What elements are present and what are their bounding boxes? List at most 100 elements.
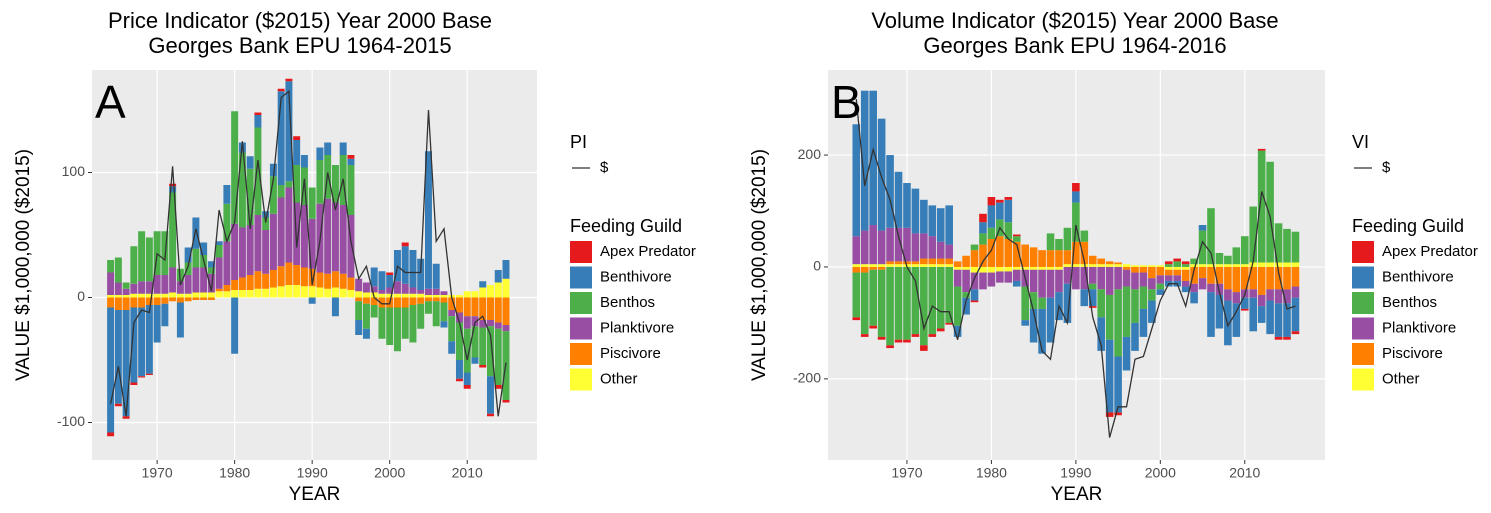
bar	[1072, 241, 1080, 265]
x-tick-label: 1990	[1060, 465, 1091, 481]
y-tick-label: 0	[813, 258, 821, 274]
bar	[138, 293, 146, 298]
bar	[324, 273, 332, 289]
bar	[138, 281, 146, 294]
bar	[254, 112, 262, 115]
bar	[962, 297, 970, 315]
bar	[1173, 275, 1182, 281]
bar	[1021, 266, 1029, 270]
bar	[903, 339, 911, 343]
bar	[1207, 266, 1215, 284]
bar	[962, 269, 970, 293]
bar	[1055, 250, 1063, 267]
bar	[300, 267, 308, 287]
bar	[455, 297, 463, 313]
bar	[1283, 228, 1291, 263]
bar	[331, 297, 339, 317]
bar	[860, 90, 869, 231]
bar	[1029, 292, 1038, 309]
bar	[370, 297, 378, 305]
bar	[231, 297, 239, 354]
bar	[1004, 238, 1013, 267]
bar	[1190, 264, 1198, 267]
chart-subtitle: Georges Bank EPU 1964-2016	[923, 33, 1226, 58]
bar	[1173, 266, 1182, 270]
bar	[362, 297, 370, 304]
bar	[996, 236, 1004, 267]
bar	[370, 267, 378, 287]
bar	[979, 266, 987, 273]
bar	[122, 416, 130, 419]
bar	[987, 227, 996, 239]
bar	[1038, 308, 1046, 354]
bar	[1198, 278, 1207, 290]
bar	[1004, 266, 1013, 272]
y-axis-label: VALUE $1,000,000 ($2015)	[749, 149, 770, 381]
bar	[1055, 269, 1063, 293]
bar	[176, 281, 184, 294]
bar	[176, 293, 184, 298]
bar	[1266, 300, 1274, 335]
bar	[215, 291, 223, 298]
bar	[1021, 286, 1029, 321]
chart-subtitle: Georges Bank EPU 1964-2015	[148, 33, 451, 58]
bar	[145, 281, 153, 294]
bar	[970, 272, 979, 290]
bar	[1072, 183, 1080, 192]
bar	[324, 288, 332, 298]
bar	[184, 262, 192, 275]
bar	[1080, 289, 1089, 307]
bar	[945, 264, 953, 267]
bar	[424, 295, 432, 298]
bar	[869, 325, 877, 329]
bar	[293, 202, 301, 265]
bar	[1198, 266, 1207, 279]
bar	[911, 334, 920, 337]
bar	[1063, 264, 1072, 267]
bar	[262, 217, 270, 230]
bar	[1291, 262, 1300, 267]
bar	[1266, 161, 1274, 263]
bar	[1207, 208, 1215, 265]
bar	[130, 293, 138, 298]
x-axis-label: YEAR	[1051, 484, 1103, 505]
bar	[962, 255, 970, 267]
bar	[1190, 292, 1198, 304]
bar	[903, 266, 911, 340]
bar	[114, 310, 122, 404]
bar	[877, 336, 886, 340]
bar	[1072, 202, 1080, 242]
bar	[1156, 289, 1165, 295]
bar	[223, 291, 231, 298]
bar	[953, 269, 962, 287]
bar	[945, 322, 953, 325]
bar	[215, 257, 223, 289]
bar	[936, 241, 945, 259]
bar	[1283, 289, 1291, 304]
bar	[432, 288, 440, 295]
bar	[231, 290, 239, 298]
bar	[1257, 150, 1266, 263]
bar	[386, 272, 394, 275]
bar	[1012, 280, 1021, 287]
bar	[996, 271, 1004, 283]
bar	[362, 303, 370, 329]
bar	[285, 181, 293, 188]
bar	[1249, 297, 1258, 332]
bar	[869, 264, 877, 267]
bar	[979, 244, 987, 267]
bar	[1029, 269, 1038, 293]
bar	[130, 307, 138, 383]
bar	[1046, 266, 1055, 270]
bar	[1105, 266, 1114, 295]
bar	[979, 222, 987, 234]
bar	[502, 400, 510, 403]
bar	[987, 197, 996, 206]
bar	[936, 266, 945, 329]
bar	[1114, 289, 1122, 357]
bar	[138, 376, 146, 378]
bar	[1198, 224, 1207, 231]
bar	[970, 289, 979, 301]
bar	[169, 292, 177, 298]
bar	[393, 297, 401, 308]
